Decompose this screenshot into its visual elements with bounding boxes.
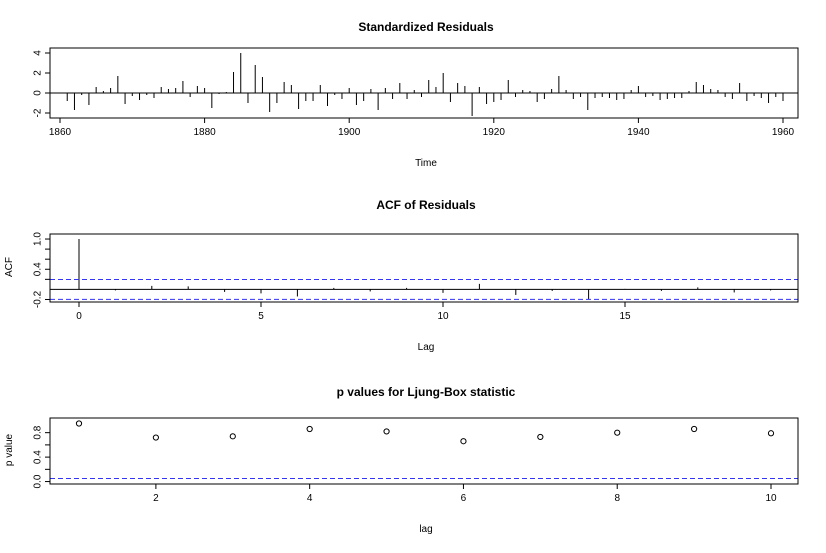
residuals-x-tick-label: 1860	[49, 127, 72, 138]
residuals-x-label: Time	[415, 158, 437, 169]
ljungbox-panel: p values for Ljung-Box statistic lag p v…	[4, 385, 799, 535]
residuals-plot-frame	[49, 47, 799, 119]
ljungbox-marks	[50, 420, 798, 479]
residuals-x-tick-label: 1940	[627, 127, 650, 138]
ljungbox-y-tick-label: 0.4	[33, 450, 44, 464]
acf-y-tick-label: 0.4	[33, 262, 44, 276]
ljungbox-point	[229, 433, 236, 440]
residuals-y-tick-label: 2	[33, 70, 44, 76]
ljungbox-y-tick-label: 0.0	[33, 474, 44, 488]
ljungbox-point	[75, 420, 83, 427]
residuals-y-tick-label: 4	[33, 50, 44, 56]
acf-panel: ACF of Residuals Lag ACF 0 5 10 15 -0.2 0.4 1.…	[4, 198, 799, 353]
acf-marks	[50, 239, 798, 300]
ljungbox-y-tick-label: 0.8	[33, 425, 44, 439]
acf-x-tick-label: 10	[437, 311, 449, 322]
ljungbox-y-label: p value	[4, 433, 15, 466]
ljungbox-point	[152, 434, 159, 441]
acf-y-label: ACF	[4, 257, 15, 277]
ljungbox-plot-frame	[49, 417, 799, 485]
ljungbox-x-tick-label: 4	[307, 493, 313, 504]
acf-x-tick-label: 0	[76, 311, 82, 322]
residuals-x-tick-label: 1920	[483, 127, 506, 138]
ljungbox-point	[306, 425, 313, 433]
acf-y-tick-label: -0.2	[33, 290, 44, 308]
ljungbox-x-tick-label: 10	[765, 493, 777, 504]
residuals-x-tick-label: 1960	[772, 127, 795, 138]
ljungbox-point	[614, 429, 621, 436]
acf-x-tick-label: 5	[258, 311, 264, 322]
ljungbox-point	[537, 433, 544, 441]
residuals-y-tick-label: 0	[33, 90, 44, 96]
ljungbox-axes: 2 4 6 8 10 0.0 0.4 0.8	[33, 425, 777, 504]
ljungbox-point	[383, 428, 390, 435]
acf-plot-frame	[49, 233, 799, 303]
acf-axes: 0 5 10 15 -0.2 0.4 1.0	[33, 232, 631, 322]
ljungbox-point	[691, 425, 698, 433]
acf-x-label: Lag	[418, 342, 435, 353]
residuals-x-tick-label: 1900	[338, 127, 361, 138]
residuals-x-tick-label: 1880	[193, 127, 216, 138]
ljungbox-point	[767, 430, 775, 437]
residuals-marks	[50, 53, 798, 116]
ljungbox-title: p values for Ljung-Box statistic	[337, 385, 516, 399]
acf-y-tick-label: 1.0	[33, 232, 44, 246]
ljungbox-x-tick-label: 6	[461, 493, 467, 504]
residuals-panel: Standardized Residuals Time 1860 1880 1900…	[33, 20, 799, 169]
acf-x-tick-label: 15	[619, 311, 631, 322]
ljungbox-x-tick-label: 8	[614, 493, 620, 504]
ljungbox-x-label: lag	[419, 524, 432, 535]
residuals-title: Standardized Residuals	[358, 20, 494, 34]
residuals-y-tick-label: -2	[33, 108, 44, 117]
ljungbox-point	[460, 438, 467, 445]
acf-title: ACF of Residuals	[376, 198, 476, 212]
ljungbox-x-tick-label: 2	[153, 493, 159, 504]
